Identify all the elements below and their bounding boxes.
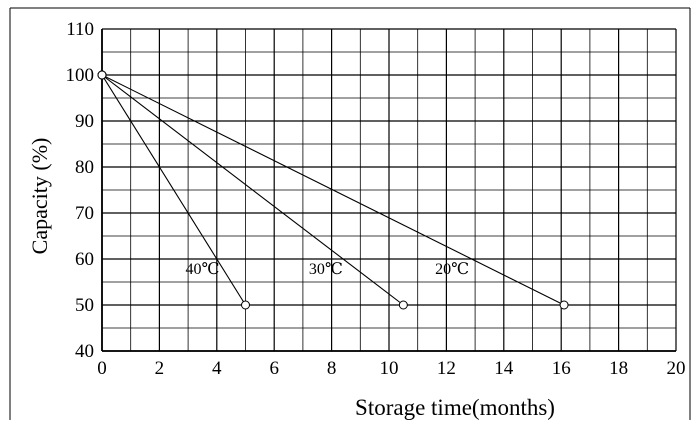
x-tick-label: 20	[667, 358, 686, 379]
y-tick-label: 50	[75, 295, 94, 316]
y-tick-label: 110	[66, 19, 94, 40]
series-end-marker	[559, 300, 569, 310]
series-line	[101, 74, 404, 306]
series-label: 40℃	[185, 261, 219, 278]
x-tick-labels: 0 2 4 6 8 10 12 14 16 18 20	[97, 358, 685, 379]
x-tick-label: 18	[609, 358, 628, 379]
y-tick-labels: 40 50 60 70 80 90 100 110	[66, 19, 95, 362]
figure-frame	[9, 7, 691, 420]
x-tick-label: 10	[380, 358, 399, 379]
y-tick-label: 80	[75, 157, 94, 178]
x-tick-label: 12	[437, 358, 456, 379]
series-start-marker	[97, 70, 107, 80]
x-tick-label: 14	[494, 358, 514, 379]
series-group: 40℃ 30℃ 20℃	[97, 70, 569, 310]
grid	[101, 28, 677, 352]
series-line	[101, 74, 565, 306]
series-label: 20℃	[435, 261, 469, 278]
series-end-marker	[398, 300, 408, 310]
series-label: 30℃	[309, 261, 343, 278]
series-end-marker	[241, 300, 250, 310]
x-tick-label: 0	[97, 358, 107, 379]
x-tick-label: 4	[212, 358, 222, 379]
y-axis-title: Capacity (%)	[27, 138, 52, 255]
x-tick-label: 8	[327, 358, 337, 379]
x-tick-label: 6	[269, 358, 279, 379]
series-line	[101, 74, 246, 306]
y-tick-label: 40	[75, 341, 94, 362]
y-tick-label: 90	[75, 111, 94, 132]
y-tick-label: 70	[75, 203, 94, 224]
x-axis-title: Storage time(months)	[355, 395, 555, 420]
y-tick-label: 60	[75, 249, 94, 270]
x-tick-label: 16	[552, 358, 571, 379]
y-tick-label: 100	[66, 65, 95, 86]
x-tick-label: 2	[155, 358, 165, 379]
